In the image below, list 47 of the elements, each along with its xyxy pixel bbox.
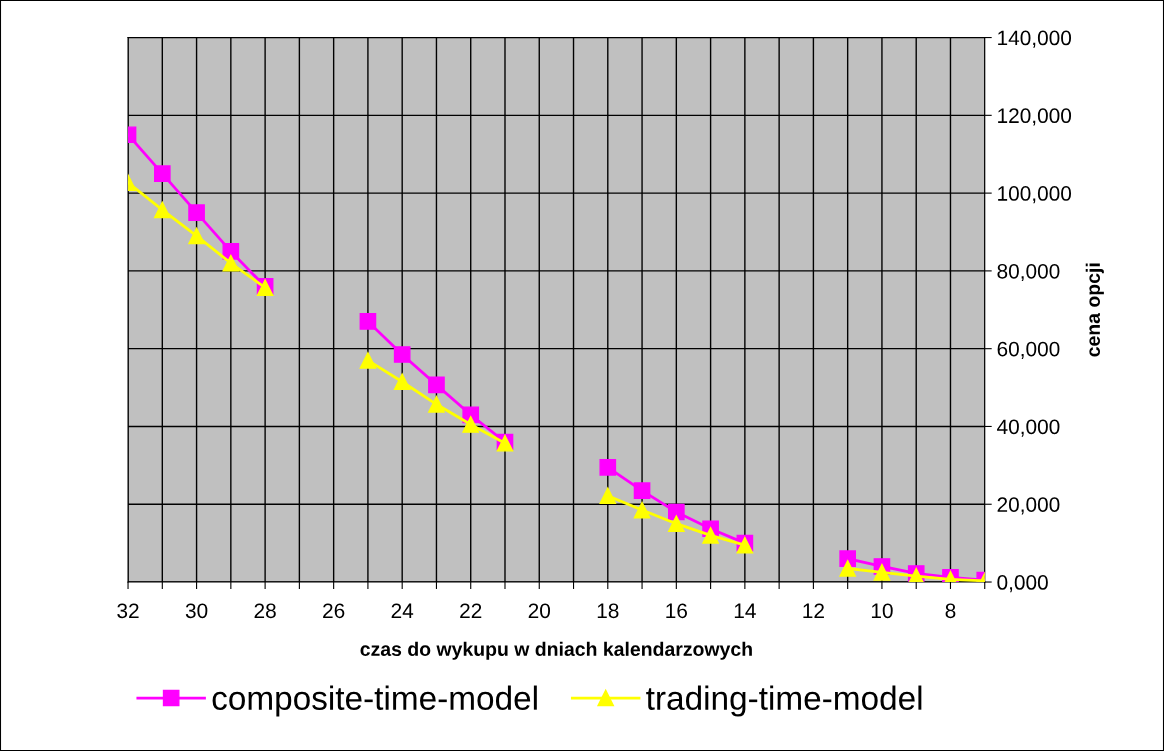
x-tick-label: 30 — [185, 603, 208, 619]
y-tick-label: 100,000 — [998, 186, 1072, 204]
point — [633, 501, 651, 519]
y-tick-label: 0,000 — [997, 575, 1048, 593]
y-tick-label: 20,000 — [997, 497, 1060, 515]
x-tick-label: 32 — [117, 603, 139, 619]
point — [393, 373, 411, 391]
point — [153, 165, 171, 183]
point — [667, 515, 685, 533]
x-tick-label: 8 — [945, 603, 956, 619]
point — [222, 254, 240, 272]
x-tick-label: 24 — [391, 603, 414, 618]
x-tick-label: 28 — [254, 603, 276, 619]
x-tick-label: 10 — [871, 603, 893, 619]
y-tick-label: 140,000 — [998, 30, 1072, 48]
point — [188, 227, 205, 245]
x-tick-label: 22 — [460, 603, 482, 618]
y-tick-label: 60,000 — [997, 341, 1060, 359]
x-tick-label: 14 — [734, 603, 756, 618]
x-axis-title: czas do wykupu w dniach kalendarzowych — [360, 641, 752, 660]
point — [839, 560, 857, 577]
point — [393, 346, 411, 363]
point — [702, 527, 719, 544]
y-tick-label: 120,000 — [998, 108, 1072, 126]
point — [359, 313, 377, 330]
point — [839, 550, 857, 568]
point — [428, 395, 445, 413]
point — [599, 487, 617, 505]
point — [153, 201, 171, 219]
point — [667, 503, 685, 521]
point — [599, 458, 617, 476]
point — [188, 204, 205, 221]
y-tick-label: 80,000 — [997, 263, 1060, 282]
x-tick-label: 12 — [803, 603, 824, 618]
x-tick-label: 20 — [528, 603, 551, 619]
y-axis-title: cena opcji — [1085, 263, 1104, 357]
x-tick-label: 18 — [597, 603, 619, 619]
legend-label: trading-time-model — [646, 685, 922, 717]
point — [359, 352, 377, 369]
legend-label: composite-time-model — [212, 685, 537, 717]
x-tick-label: 16 — [666, 603, 687, 619]
point — [873, 563, 891, 581]
point — [633, 482, 651, 499]
point — [428, 376, 445, 394]
point — [462, 416, 480, 433]
y-tick-label: 40,000 — [997, 419, 1060, 437]
x-tick-label: 26 — [323, 603, 345, 619]
